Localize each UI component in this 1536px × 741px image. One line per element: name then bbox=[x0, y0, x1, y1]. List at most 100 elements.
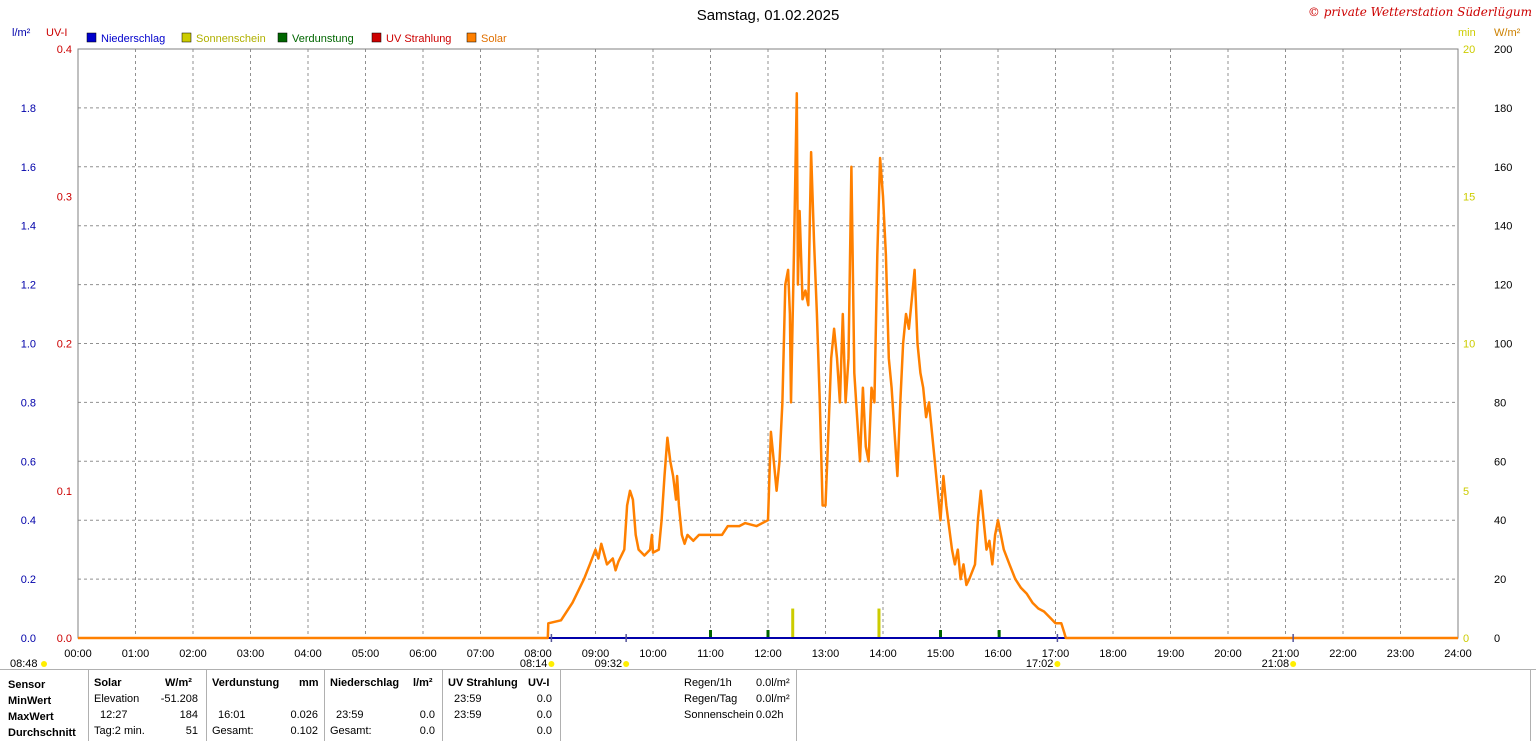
row-label-avg: Durchschnitt bbox=[8, 727, 76, 739]
left-tick-uv: 0.4 bbox=[57, 44, 72, 56]
verdunstung-max-time: 16:01 bbox=[218, 709, 246, 721]
lines bbox=[78, 91, 1458, 640]
x-tick-label: 16:00 bbox=[984, 648, 1012, 660]
niederschlag-max-value: 0.0 bbox=[419, 709, 435, 721]
event-time-label: 08:14 bbox=[520, 658, 548, 669]
right-tick-solar: 200 bbox=[1494, 44, 1512, 56]
table-divider bbox=[324, 670, 325, 741]
left-tick-rain: 1.2 bbox=[21, 280, 36, 292]
solar-avg-label: Tag:2 min. bbox=[94, 725, 145, 737]
labels: 00:00 01:00 02:00 03:00 04:00 05:00 06:00 07:00… bbox=[10, 5, 1532, 669]
x-tick-label: 08:00 bbox=[524, 648, 552, 660]
uv-min-time: 23:59 bbox=[454, 693, 482, 705]
right-tick-sunshine: 5 bbox=[1463, 486, 1469, 498]
uv-min-value: 0.0 bbox=[536, 693, 552, 705]
right-tick-solar: 180 bbox=[1494, 103, 1512, 115]
niederschlag-total-label: Gesamt: bbox=[330, 725, 372, 737]
x-tick-label: 01:00 bbox=[122, 648, 150, 660]
x-tick-label: 00:00 bbox=[64, 648, 92, 660]
verdunstung-bar bbox=[997, 630, 1001, 638]
table-divider bbox=[1530, 670, 1531, 741]
left-unit-uv: UV-I bbox=[46, 27, 67, 39]
event-time-label: 17:02 bbox=[1026, 658, 1054, 669]
solar-min-value: -51.208 bbox=[160, 693, 198, 705]
verdunstung-max-value: 0.026 bbox=[290, 709, 318, 721]
summary-rain-day-value: 0.0l/m² bbox=[756, 693, 790, 705]
x-tick-label: 14:00 bbox=[869, 648, 897, 660]
x-tick-label: 19:00 bbox=[1157, 648, 1185, 660]
x-tick-label: 05:00 bbox=[352, 648, 380, 660]
x-tick-label: 15:00 bbox=[927, 648, 955, 660]
left-tick-rain: 1.4 bbox=[21, 221, 36, 233]
x-tick-label: 10:00 bbox=[639, 648, 667, 660]
niederschlag-header: Niederschlag bbox=[330, 677, 400, 689]
legend-label: Solar bbox=[481, 33, 507, 45]
table-divider bbox=[560, 670, 561, 741]
left-tick-rain: 1.8 bbox=[21, 103, 36, 115]
sun-icon bbox=[41, 661, 47, 667]
left-tick-uv: 0.1 bbox=[57, 486, 72, 498]
x-tick-label: 17:00 bbox=[1042, 648, 1070, 660]
verdunstung-unit: mm bbox=[299, 677, 319, 689]
verdunstung-total-value: 0.102 bbox=[290, 725, 318, 737]
sun-icon bbox=[1054, 661, 1061, 667]
table-divider bbox=[442, 670, 443, 741]
x-tick-label: 12:00 bbox=[754, 648, 782, 660]
x-tick-label: 09:00 bbox=[582, 648, 610, 660]
solar-unit: W/m² bbox=[165, 677, 192, 689]
row-label-min: MinWert bbox=[8, 695, 52, 707]
summary-sunshine-label: Sonnenschein bbox=[684, 709, 754, 721]
solar-max-value: 184 bbox=[179, 709, 198, 721]
x-tick-label: 06:00 bbox=[409, 648, 437, 660]
verdunstung-header: Verdunstung bbox=[212, 677, 280, 689]
x-tick-label: 13:00 bbox=[812, 648, 840, 660]
table-top-border bbox=[0, 669, 1536, 670]
uv-max-time: 23:59 bbox=[454, 709, 482, 721]
right-tick-sunshine: 20 bbox=[1463, 44, 1475, 56]
right-unit-solar: W/m² bbox=[1494, 27, 1521, 39]
summary-rain-day-label: Regen/Tag bbox=[684, 693, 738, 705]
sun-icon bbox=[548, 661, 555, 667]
verdunstung-total-label: Gesamt: bbox=[212, 725, 254, 737]
niederschlag-max-time: 23:59 bbox=[336, 709, 364, 721]
row-label-sensor: Sensor bbox=[8, 679, 46, 691]
right-tick-solar: 0 bbox=[1494, 633, 1500, 645]
verdunstung-bar bbox=[766, 630, 770, 638]
row-label-max: MaxWert bbox=[8, 711, 54, 723]
niederschlag-unit: l/m² bbox=[413, 677, 433, 689]
left-tick-rain: 1.0 bbox=[21, 339, 36, 351]
left-tick-rain: 0.2 bbox=[21, 574, 36, 586]
solar-max-time: 12:27 bbox=[100, 709, 128, 721]
event-time-label: 08:48 bbox=[10, 658, 38, 669]
legend-label: Sonnenschein bbox=[196, 33, 266, 45]
left-unit-rain: l/m² bbox=[12, 27, 31, 39]
legend-label: Niederschlag bbox=[101, 33, 165, 45]
uv-unit: UV-I bbox=[528, 677, 550, 689]
niederschlag-total-value: 0.0 bbox=[419, 725, 435, 737]
solar-avg-value: 51 bbox=[185, 725, 198, 737]
right-tick-solar: 80 bbox=[1494, 397, 1506, 409]
x-tick-label: 03:00 bbox=[237, 648, 265, 660]
left-tick-rain: 0.0 bbox=[21, 633, 36, 645]
legend-swatch bbox=[181, 32, 192, 43]
left-tick-uv: 0.0 bbox=[57, 633, 72, 645]
right-tick-solar: 100 bbox=[1494, 339, 1512, 351]
sun-icon bbox=[1290, 661, 1297, 667]
x-tick-label: 22:00 bbox=[1329, 648, 1357, 660]
x-tick-label: 20:00 bbox=[1214, 648, 1242, 660]
left-tick-uv: 0.2 bbox=[57, 339, 72, 351]
x-tick-label: 21:00 bbox=[1272, 648, 1300, 660]
table-divider bbox=[206, 670, 207, 741]
solar-line bbox=[78, 91, 1458, 640]
verdunstung-bar bbox=[939, 630, 942, 638]
x-tick-label: 02:00 bbox=[179, 648, 207, 660]
right-tick-solar: 60 bbox=[1494, 456, 1506, 468]
right-tick-solar: 20 bbox=[1494, 574, 1506, 586]
summary-rain-1h-value: 0.0l/m² bbox=[756, 677, 790, 689]
row-labels: Sensor MinWert MaxWert Durchschnitt bbox=[8, 677, 76, 741]
brand-label: © private Wetterstation Süderlügum bbox=[1308, 5, 1532, 19]
uv-header: UV Strahlung bbox=[448, 677, 518, 689]
grid bbox=[78, 49, 1458, 638]
legend-swatch bbox=[86, 32, 97, 43]
table-divider bbox=[88, 670, 89, 741]
